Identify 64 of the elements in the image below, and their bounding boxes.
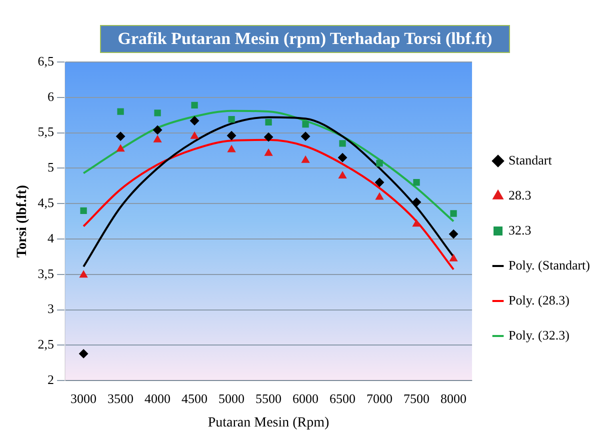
point — [413, 179, 420, 186]
y-tick-label: 3,5 — [38, 266, 54, 281]
x-tick-label: 5500 — [256, 390, 282, 406]
point — [116, 144, 125, 152]
point — [79, 349, 88, 358]
point — [376, 192, 384, 200]
point — [302, 156, 310, 163]
line-series — [82, 110, 455, 222]
point — [338, 153, 348, 162]
x-tick-label: 6000 — [292, 390, 319, 406]
point — [450, 254, 458, 262]
x-tick-label: 7000 — [366, 390, 393, 406]
x-tick-label: 3500 — [108, 390, 134, 406]
point — [154, 110, 161, 116]
point — [375, 178, 384, 187]
point — [265, 118, 272, 126]
point — [228, 116, 235, 123]
y-tick-label: 6,5 — [38, 53, 54, 68]
point — [301, 132, 310, 141]
x-tick-label: 8000 — [440, 390, 467, 406]
y-tick-label: 2 — [48, 372, 54, 388]
point — [264, 132, 274, 142]
y-tick-label: 3 — [48, 301, 54, 316]
legend-label: Poly. (Standart) — [508, 257, 590, 272]
y-tick-label: 4,5 — [38, 195, 54, 210]
legend-label: 28.3 — [508, 187, 532, 202]
legend-label: 32.3 — [508, 222, 532, 238]
x-tick-label: 7500 — [404, 390, 430, 406]
x-tick-label: 3000 — [70, 390, 97, 406]
y-tick-label: 5,5 — [38, 124, 54, 140]
point — [228, 145, 236, 152]
legend-label: Poly. (28.3) — [508, 292, 570, 308]
x-tick-label: 5000 — [218, 390, 245, 406]
point — [412, 198, 422, 207]
y-tick-label: 2,5 — [38, 336, 54, 352]
x-tick-label: 4000 — [144, 390, 171, 406]
legend-label: Standart — [508, 152, 552, 168]
point — [449, 230, 458, 239]
point — [338, 171, 346, 178]
x-tick-label: 6500 — [330, 390, 356, 406]
point — [191, 102, 198, 109]
point — [450, 210, 457, 217]
y-tick-label: 5 — [48, 160, 54, 175]
point — [153, 125, 162, 134]
point — [376, 160, 383, 167]
x-tick-label: 4500 — [182, 390, 208, 406]
x-axis-title: Putaran Mesin (Rpm) — [208, 415, 330, 430]
point — [116, 132, 126, 141]
point — [412, 220, 420, 227]
point — [80, 207, 87, 214]
point — [190, 116, 200, 126]
point — [339, 140, 346, 147]
chart-title: Grafik Putaran Mesin (rpm) Terhadap Torsi (lbf.ft) — [100, 25, 510, 53]
point — [227, 131, 236, 140]
point — [154, 135, 162, 142]
y-tick-label: 4 — [48, 230, 55, 246]
point — [117, 108, 124, 115]
point — [302, 120, 309, 128]
legend-label: Poly. (32.3) — [508, 327, 570, 342]
point — [190, 132, 199, 139]
point — [80, 270, 88, 278]
point — [264, 148, 272, 156]
y-tick-label: 6 — [48, 88, 55, 104]
y-axis-title: Torsi (lbf.ft) — [15, 184, 30, 258]
